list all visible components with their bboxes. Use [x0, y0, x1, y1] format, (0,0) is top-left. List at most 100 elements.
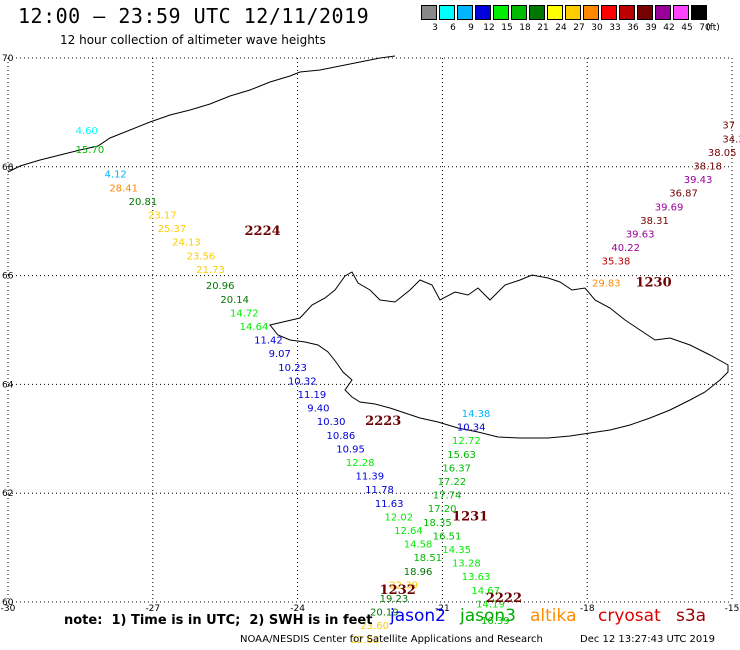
- legend-label: 33: [609, 23, 621, 33]
- wave-height-label: 11.19: [298, 390, 327, 401]
- wave-height-label: 20.19: [370, 608, 399, 619]
- legend-label: 3: [432, 23, 438, 33]
- lon-tick-label: -21: [435, 604, 450, 614]
- wave-height-label: 12.28: [346, 458, 375, 469]
- wave-height-label: 38.31: [640, 216, 669, 227]
- wave-height-values: 4.60 15.70 4.12 28.41 20.81 23.17 25.37 24.13 23…: [76, 121, 740, 646]
- legend-swatch: [547, 5, 563, 20]
- wave-height-label: 10.86: [327, 431, 356, 442]
- wave-height-label: 28.41: [109, 183, 138, 194]
- lon-tick-label: -27: [145, 604, 160, 614]
- wave-height-label: 39.63: [626, 230, 655, 241]
- wave-height-label: 11.39: [356, 472, 385, 483]
- legend-label: 30: [591, 23, 603, 33]
- coastline: [7, 55, 729, 439]
- wave-height-label: 4.12: [105, 170, 127, 181]
- legend-swatch: [565, 5, 581, 20]
- wave-height-label: 36.87: [669, 189, 698, 200]
- legend-swatch: [493, 5, 509, 20]
- lat-lon-grid: -30 -27 -24 -21 -18 -15 70 68 66 64 62 60: [1, 54, 740, 614]
- legend-swatch: [421, 5, 437, 20]
- wave-height-label: 10.32: [288, 376, 317, 387]
- legend-swatch: [655, 5, 671, 20]
- lat-tick-label: 70: [2, 54, 14, 64]
- footer-note: note: 1) Time is in UTC; 2) SWH is in fe…: [64, 613, 373, 628]
- legend-swatch: [583, 5, 599, 20]
- wave-height-label: 25.37: [158, 224, 187, 235]
- wave-height-label: 22.62: [351, 635, 380, 646]
- legend-label: 15: [501, 23, 513, 33]
- generated-timestamp: Dec 12 13:27:43 UTC 2019: [580, 634, 715, 645]
- legend-label: 42: [663, 23, 675, 33]
- legend-swatch: [691, 5, 707, 20]
- wave-height-label: 39.69: [655, 202, 684, 213]
- lon-tick-label: -24: [290, 604, 305, 614]
- wave-height-label: 9.07: [269, 349, 291, 360]
- sat-altika: altika: [530, 606, 577, 626]
- pass-id-label: 1231: [452, 509, 488, 524]
- wave-height-label: 19.23: [380, 594, 409, 605]
- legend-label: 39: [645, 23, 657, 33]
- pass-id-label: 2222: [486, 591, 522, 606]
- lat-tick-label: 66: [2, 272, 14, 282]
- wave-height-label: 16.39: [481, 616, 510, 627]
- wave-height-label: 13.28: [452, 559, 481, 570]
- map-title: 12:00 – 23:59 UTC 12/11/2019: [18, 4, 370, 28]
- legend-swatch: [673, 5, 689, 20]
- pass-id-label: 2224: [245, 224, 281, 239]
- legend-label: 45: [681, 23, 693, 33]
- wave-height-label: 39.43: [684, 175, 713, 186]
- wave-height-label: 10.30: [317, 417, 346, 428]
- wave-height-label: 16.51: [433, 531, 462, 542]
- wave-height-label: 13.63: [462, 572, 491, 583]
- wave-height-label: 14.19: [476, 599, 505, 610]
- lon-tick-label: -30: [1, 604, 16, 614]
- wave-height-label: 12.02: [384, 512, 413, 523]
- wave-height-label: 34.30: [722, 134, 740, 145]
- legend-label: 24: [555, 23, 567, 33]
- wave-height-label: 20.81: [129, 197, 158, 208]
- pass-id-label: 1232: [380, 583, 416, 598]
- wave-height-label: 16.37: [442, 463, 471, 474]
- wave-height-label: 9.40: [307, 404, 329, 415]
- wave-height-label: 10.23: [278, 363, 307, 374]
- legend-swatch: [529, 5, 545, 20]
- pass-labels: 2224 1230 2223 1231 1232 2222: [245, 224, 672, 606]
- legend-label: 18: [519, 23, 531, 33]
- wave-height-label: 18.96: [404, 567, 433, 578]
- wave-height-label: 14.64: [240, 322, 269, 333]
- wave-height-label: 17.74: [433, 491, 462, 502]
- greenland-coast: [7, 55, 396, 173]
- pass-id-label: 1230: [635, 275, 671, 290]
- wave-height-label: 12.64: [394, 526, 423, 537]
- legend-label: 21: [537, 23, 549, 33]
- wave-height-label: 11.78: [365, 485, 394, 496]
- legend-swatch: [619, 5, 635, 20]
- wave-height-label: 29.83: [592, 278, 621, 289]
- legend-label: 70: [699, 23, 711, 33]
- sat-jason3: jason3: [460, 606, 516, 626]
- wave-height-label: 10.34: [457, 423, 486, 434]
- wave-height-label: 22.39: [389, 580, 418, 591]
- wave-height-label: 14.38: [462, 409, 491, 420]
- lat-tick-label: 68: [2, 163, 14, 173]
- wave-height-label: 18.51: [413, 553, 442, 564]
- legend-swatch: [457, 5, 473, 20]
- legend-label: 9: [468, 23, 474, 33]
- wave-height-label: 23.17: [148, 210, 177, 221]
- legend-swatch: [439, 5, 455, 20]
- lat-tick-label: 64: [2, 380, 14, 390]
- wave-height-label: 4.60: [76, 126, 98, 137]
- legend-swatch: [511, 5, 527, 20]
- pass-id-label: 2223: [365, 414, 401, 429]
- wave-height-label: 15.63: [447, 450, 476, 461]
- lat-tick-label: 60: [2, 598, 14, 608]
- legend-swatch: [601, 5, 617, 20]
- wave-height-label: 18.35: [423, 518, 452, 529]
- legend-swatch: [637, 5, 653, 20]
- legend-label: 36: [627, 23, 639, 33]
- wave-height-label: 37: [722, 121, 735, 132]
- credit-text: NOAA/NESDIS Center for Satellite Applica…: [240, 634, 543, 645]
- legend-swatch: [475, 5, 491, 20]
- wave-height-label: 14.58: [404, 540, 433, 551]
